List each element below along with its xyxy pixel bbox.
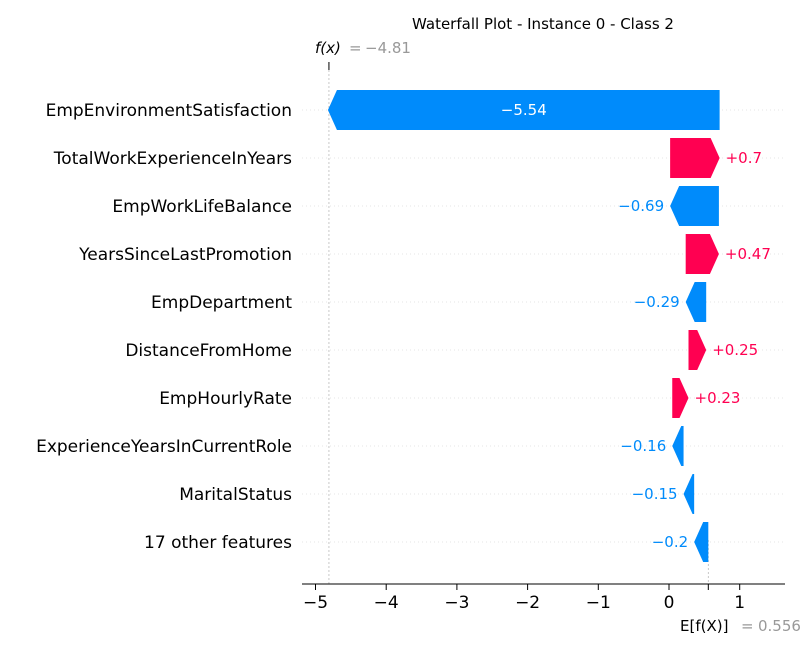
feature-bar — [670, 186, 719, 226]
reference-lines — [328, 62, 709, 584]
value-label: −0.16 — [620, 437, 666, 455]
feature-bars — [327, 90, 720, 562]
value-label: −0.15 — [632, 485, 678, 503]
feature-bar — [688, 330, 707, 370]
fx-value: −4.81 — [365, 39, 411, 57]
value-label: −5.54 — [501, 101, 547, 119]
feature-label: EmpWorkLifeBalance — [112, 197, 292, 217]
feature-labels: EmpEnvironmentSatisfaction TotalWorkExper… — [36, 101, 292, 553]
feature-label: EmpEnvironmentSatisfaction — [46, 101, 292, 121]
value-label: −0.2 — [652, 533, 688, 551]
feature-label: TotalWorkExperienceInYears — [53, 149, 292, 169]
chart-title: Waterfall Plot - Instance 0 - Class 2 — [412, 15, 674, 33]
feature-label: DistanceFromHome — [125, 341, 292, 361]
x-tick-label: −5 — [303, 593, 328, 613]
feature-bar — [683, 474, 695, 514]
feature-label: 17 other features — [144, 533, 292, 553]
feature-label: MaritalStatus — [179, 485, 292, 505]
value-label: +0.7 — [726, 149, 762, 167]
feature-bar — [672, 378, 689, 418]
x-tick-label: 1 — [734, 593, 745, 613]
feature-bar — [670, 138, 720, 178]
value-label: +0.23 — [695, 389, 741, 407]
feature-bar — [327, 90, 720, 130]
x-axis-ticks: −5 −4 −3 −2 −1 0 1 — [303, 584, 745, 613]
feature-bar — [685, 282, 707, 322]
fx-label: f(x) = −4.81 — [315, 39, 411, 57]
feature-bar — [694, 522, 709, 562]
feature-label: EmpDepartment — [151, 293, 292, 313]
ex-label-text: E[f(X)] — [680, 617, 728, 635]
value-labels: −5.54 +0.7 −0.69 +0.47 −0.29 +0.25 +0.23 −0.16 −… — [501, 101, 771, 551]
feature-label: EmpHourlyRate — [159, 389, 292, 409]
value-label: +0.47 — [725, 245, 771, 263]
feature-label: YearsSinceLastPromotion — [78, 245, 292, 265]
feature-bar — [685, 234, 719, 274]
ex-equals: = — [741, 617, 754, 635]
x-tick-label: −2 — [515, 593, 540, 613]
value-label: −0.69 — [618, 197, 664, 215]
ex-label: E[f(X)] = 0.556 — [680, 617, 800, 635]
x-tick-label: −3 — [444, 593, 469, 613]
feature-label: ExperienceYearsInCurrentRole — [36, 437, 292, 457]
x-tick-label: 0 — [664, 593, 675, 613]
value-label: −0.29 — [634, 293, 680, 311]
fx-equals: = — [349, 39, 362, 57]
ex-value: 0.556 — [758, 617, 800, 635]
x-tick-label: −4 — [374, 593, 399, 613]
fx-label-text: f(x) — [315, 39, 341, 57]
row-gridlines — [302, 109, 785, 543]
value-label: +0.25 — [712, 341, 758, 359]
x-tick-label: −1 — [586, 593, 611, 613]
feature-bar — [672, 426, 684, 466]
